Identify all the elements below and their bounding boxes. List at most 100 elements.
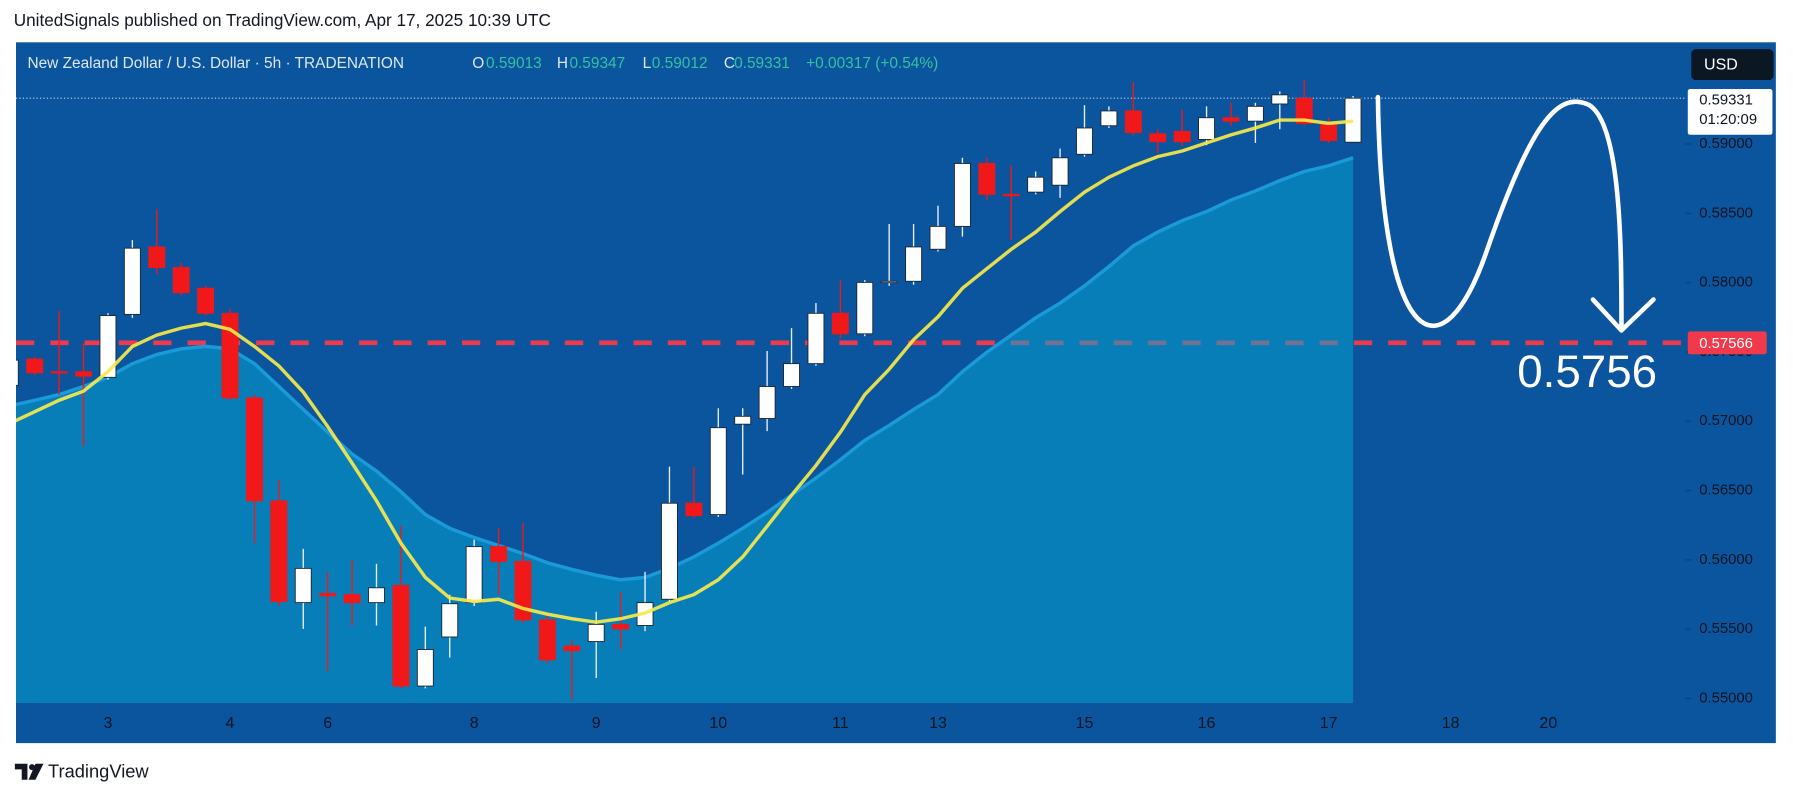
annotation-label: 0.5756 [1517, 346, 1657, 397]
x-tick-label: 10 [709, 715, 727, 732]
candle-body [1295, 97, 1313, 124]
x-tick-label: 11 [832, 715, 849, 732]
ohlc-letter: H [557, 55, 568, 72]
level-price-label: 0.57566 [1699, 336, 1753, 352]
candle-body [75, 371, 92, 377]
candle-body [368, 587, 385, 604]
y-tick-label: 0.55000 [1699, 690, 1753, 706]
last-price-box [1687, 89, 1773, 135]
ohlc-letter: L [643, 55, 652, 72]
candle-body [343, 594, 361, 604]
candle-body [1320, 122, 1338, 142]
candle-body [612, 623, 630, 630]
candle-body [1051, 157, 1069, 186]
candle-body [1198, 117, 1216, 140]
candle-body [123, 247, 141, 315]
candle-body [709, 427, 727, 516]
x-tick-label: 17 [1320, 715, 1338, 732]
candle-body [1002, 193, 1020, 197]
candle-body [465, 546, 483, 604]
candle-body [1222, 117, 1240, 122]
candle-body [16, 359, 19, 386]
candle-body [1246, 105, 1264, 122]
x-tick-label: 3 [103, 715, 112, 732]
candle-body [660, 502, 678, 600]
x-tick-label: 20 [1539, 715, 1557, 732]
y-tick-label: 0.56500 [1699, 483, 1753, 499]
x-tick-label: 18 [1442, 715, 1460, 732]
candle-body [1100, 110, 1118, 127]
y-tick-label: 0.58500 [1699, 205, 1753, 221]
candle-body [441, 603, 459, 638]
ohlc-value: 0.59013 [486, 55, 542, 72]
x-tick-label: 6 [323, 715, 332, 732]
candle-body [563, 645, 581, 652]
x-tick-label: 4 [226, 715, 235, 732]
candle-body [50, 371, 68, 374]
ohlc-value: 0.59347 [569, 55, 625, 72]
candle-body [929, 225, 947, 250]
currency-button[interactable] [1691, 49, 1774, 81]
y-tick-label: 0.55500 [1699, 621, 1753, 637]
brand-logo [14, 763, 44, 780]
level-price-box [1687, 331, 1767, 355]
candle-body [1271, 94, 1289, 105]
x-tick-label: 15 [1076, 715, 1094, 732]
candle-body [905, 246, 923, 282]
candle-body [978, 162, 996, 195]
area-fill [16, 157, 1354, 704]
candle-body [758, 386, 776, 419]
candle-body [538, 619, 556, 661]
ohlc-value: 0.59331 [734, 55, 790, 72]
x-tick-label: 13 [929, 715, 947, 732]
overlay-layer: 0.55000 0.55500 0.56000 0.56500 0.57000 0.575… [103, 55, 1773, 732]
candle-body [1027, 176, 1045, 193]
candle-body [734, 415, 752, 425]
candle-body [99, 315, 117, 378]
candle-body [880, 280, 898, 284]
candle-body [245, 397, 263, 502]
candle-body [490, 546, 508, 562]
candle-body [197, 287, 215, 314]
annotation-arrow [1375, 94, 1624, 332]
ohlc-letter: C [724, 55, 735, 72]
candle-body [1149, 133, 1167, 143]
candle-body [783, 363, 800, 387]
ma-line [16, 118, 1354, 624]
candle-body [856, 281, 874, 335]
candle-body [26, 358, 44, 374]
candle-body [1124, 110, 1142, 134]
y-tick-label: 0.58000 [1699, 275, 1753, 291]
y-tick-label: 0.57000 [1699, 413, 1753, 429]
candle-body [831, 312, 849, 335]
candle-body [319, 593, 337, 597]
y-tick-label: 0.59000 [1699, 136, 1753, 152]
candle-body [807, 312, 825, 365]
plot-area [16, 80, 1686, 704]
countdown-label: 01:20:09 [1699, 112, 1757, 128]
annotation-arrowhead [1590, 297, 1656, 333]
y-tick-label: 0.56000 [1699, 552, 1753, 568]
candle-body [392, 584, 410, 687]
currency-label[interactable]: USD [1704, 56, 1738, 73]
published-line: UnitedSignals published on TradingView.c… [14, 10, 551, 30]
candle-body [685, 502, 703, 517]
candle-body [270, 500, 288, 602]
candle-body [587, 623, 605, 643]
last-price-label: 0.59331 [1699, 92, 1753, 108]
x-tick-label: 8 [470, 715, 479, 732]
candle-body [148, 246, 166, 269]
candle-body [1076, 127, 1093, 155]
candle-body [953, 162, 971, 227]
candle-body [294, 567, 312, 604]
brand-name: TradingView [48, 761, 149, 782]
ohlc-value: 0.59012 [652, 55, 708, 72]
candle-body [416, 649, 434, 687]
ohlc-letter: O [472, 55, 484, 72]
symbol-name: New Zealand Dollar / U.S. Dollar · 5h · … [27, 55, 404, 72]
candle-body [221, 312, 239, 399]
change-value: +0.00317 (+0.54%) [806, 55, 938, 72]
candle-body [172, 267, 190, 294]
